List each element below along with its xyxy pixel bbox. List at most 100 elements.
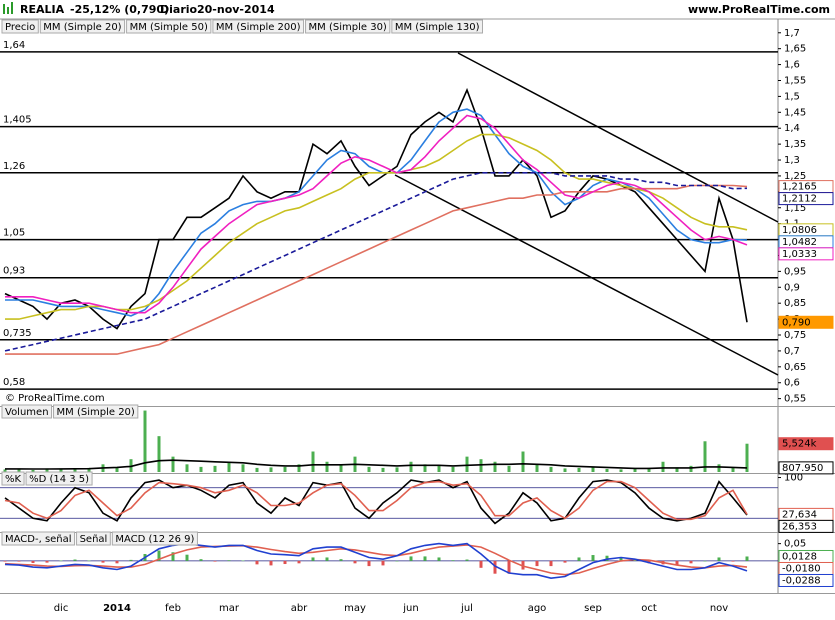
legend-item: MACD-, señal [1,531,76,546]
series-line [4,542,748,580]
legend-label: MM (Simple 200) [216,22,301,33]
bar [661,461,665,472]
legend-item: Volumen [1,404,53,419]
y-tick-label: 0,95 [784,266,806,277]
bar [451,466,455,472]
last-value-label: 27,634 [782,509,817,520]
bar [59,560,63,562]
bar [605,555,609,561]
bar [73,559,77,561]
bar [479,560,483,568]
y-tick-label: 1,45 [784,107,806,118]
bar [17,560,21,562]
last-value-label: 1,0806 [782,225,817,236]
x-tick-label: may [344,603,366,614]
y-tick-label: 0,6 [784,378,800,389]
bar [157,550,161,561]
bar [87,467,91,472]
bar [591,555,595,561]
x-tick-label: jul [460,603,473,614]
y-tick-label: 1,4 [784,123,800,134]
legend-box [212,19,305,34]
bar [213,560,217,562]
bar [703,441,707,472]
bar [325,461,329,472]
legend-label: Precio [5,22,35,33]
legend-box [1,531,76,546]
legend-box [126,19,212,34]
bar [311,451,315,472]
y-tick-label: 1,55 [784,75,806,86]
legend-label: MM (Simple 20) [43,22,121,33]
bar [409,461,413,472]
bar [199,466,203,472]
legend-box [1,471,25,486]
bar [591,467,595,472]
last-value-label: 26,353 [782,521,817,532]
bar [381,560,385,566]
bar [633,468,637,472]
legend-label: MACD (12 26 9) [115,534,194,545]
trendline [457,52,779,223]
bar [255,467,259,472]
bar [367,466,371,472]
change: -25,12% (0,790) [70,3,169,16]
bar [241,560,245,562]
bar [675,467,679,472]
legend-label: Volumen [5,407,49,418]
x-tick-label: 2014 [103,603,131,614]
bar [129,559,133,561]
y-tick-label: 0,85 [784,298,806,309]
logo [3,2,13,14]
bar [535,560,539,567]
bar [423,464,427,472]
bar [311,557,315,561]
bar [535,464,539,472]
bar [143,410,147,472]
bar [493,560,497,574]
bar [325,557,329,561]
bar [45,560,49,563]
bar [227,560,231,561]
bar [619,469,623,472]
level-label: 1,26 [3,161,25,172]
bar [45,468,49,472]
bar [437,557,441,561]
bar [549,466,553,472]
bar [59,469,63,472]
bar [367,560,371,567]
bar [675,560,679,566]
bar [465,456,469,472]
y-tick-label: 1,15 [784,203,806,214]
legend-box [111,531,198,546]
level-label: 0,58 [3,377,25,388]
bar [381,467,385,472]
legend-label: MM (Simple 30) [309,22,387,33]
y-tick-label: 1,7 [784,28,800,39]
x-tick-label: sep [584,603,602,614]
level-label: 1,64 [3,40,25,51]
legend-box [391,19,483,34]
bar [745,556,749,561]
legend-label: MM (Simple 130) [395,22,480,33]
bar [633,560,637,562]
legend-item: MM (Simple 50) [126,19,212,34]
legend-item: %D (14 3 5) [25,471,93,486]
symbol: REALIA [20,3,65,16]
series-line [4,480,748,521]
legend-box [39,19,126,34]
bar [647,467,651,472]
level-label: 0,735 [3,328,32,339]
legend-item: Precio [1,19,39,34]
bar [3,560,7,562]
last-value-box [778,573,834,587]
bar [437,465,441,472]
site: www.ProRealTime.com [688,3,830,16]
bar [731,560,735,562]
bar [157,436,161,472]
bar [17,468,21,472]
last-value-label: 1,2112 [782,194,817,205]
bar [493,461,497,472]
legend-item: MM (Simple 200) [212,19,305,34]
bar [507,465,511,472]
